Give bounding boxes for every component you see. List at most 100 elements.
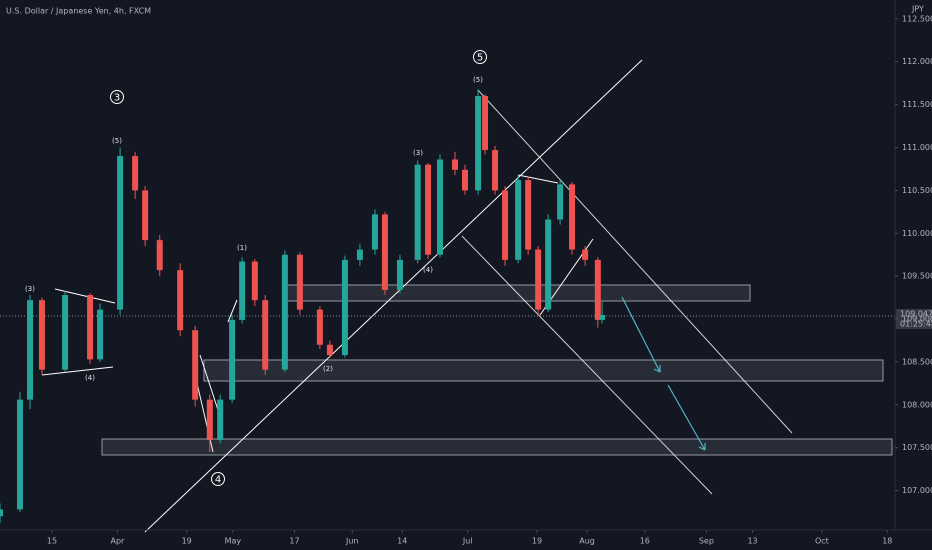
x-tick-label: 17 <box>289 537 299 546</box>
price-label-box <box>896 309 932 329</box>
zone <box>203 359 884 382</box>
circle-label: 4 <box>215 475 221 486</box>
candle-body <box>482 96 489 151</box>
candle-body <box>326 344 333 356</box>
x-tick-label: Jun <box>345 537 359 546</box>
candle-body <box>414 164 421 260</box>
x-tick-label: 16 <box>640 537 650 546</box>
y-tick-label: 112.000 <box>902 57 932 66</box>
candle-body <box>515 180 522 260</box>
candle-body <box>599 314 606 320</box>
y-tick-label: 112.500 <box>902 14 932 23</box>
y-tick-label: 111.000 <box>902 143 932 152</box>
y-tick-label: 108.000 <box>902 400 932 409</box>
currency: JPY <box>911 5 924 14</box>
candle-body <box>356 249 363 260</box>
candle-body <box>569 184 576 250</box>
zone <box>101 438 893 456</box>
wave-label: (3) <box>413 149 423 157</box>
circle-label: 3 <box>114 93 120 104</box>
x-tick-label: Sep <box>699 537 714 546</box>
y-tick-label: 111.500 <box>902 100 932 109</box>
candle-body <box>436 159 443 255</box>
wedge-line <box>41 366 114 376</box>
candle-body <box>62 295 69 370</box>
candle-body <box>557 184 564 220</box>
candle-body <box>425 164 432 255</box>
candle-body <box>475 96 482 191</box>
x-tick-label: 19 <box>182 537 192 546</box>
candles <box>0 89 606 524</box>
drawings <box>0 59 895 533</box>
y-tick-label: 107.500 <box>902 443 932 452</box>
candle-body <box>381 214 388 290</box>
x-tick-label: Jul <box>462 537 473 546</box>
candle-body <box>229 319 236 400</box>
y-tick-label: 109.000 <box>902 315 932 324</box>
candle-body <box>341 259 348 356</box>
candle-body <box>239 261 246 320</box>
candle-body <box>206 399 213 440</box>
candle-body <box>535 249 542 310</box>
x-tick-label: 14 <box>397 537 407 546</box>
candle-body <box>0 509 3 517</box>
arrow-head <box>698 443 706 451</box>
candle-body <box>296 254 303 310</box>
arrow-head <box>653 365 661 373</box>
candle-body <box>17 399 24 510</box>
candle-body <box>452 159 459 170</box>
candle-body <box>582 249 589 260</box>
candle-body <box>97 309 104 360</box>
circle-label: 5 <box>477 53 483 64</box>
wave-circle <box>211 472 225 486</box>
y-tick-label: 108.500 <box>902 357 932 366</box>
arrow <box>621 296 661 373</box>
channel-line <box>477 89 793 434</box>
candle-body <box>192 330 199 400</box>
x-tick-label: 13 <box>747 537 757 546</box>
wedge-line <box>199 354 219 411</box>
y-tick-label: 109.500 <box>902 272 932 281</box>
candle-body <box>156 240 163 271</box>
x-tick-label: 15 <box>47 537 57 546</box>
candle-body <box>545 219 552 310</box>
candle-body <box>142 190 149 241</box>
wave-label: (1) <box>237 244 247 252</box>
candle-body <box>251 261 258 301</box>
wedge-line <box>227 299 238 323</box>
zone <box>286 284 751 302</box>
wave-label: (4) <box>85 374 95 382</box>
candle-body <box>462 169 469 191</box>
wave-label: (5) <box>112 137 122 145</box>
wave-label: (3) <box>25 285 35 293</box>
candle-body <box>87 295 94 360</box>
chart-title: U.S. Dollar / Japanese Yen, 4h, FXCM <box>6 7 151 16</box>
candle-body <box>371 214 378 250</box>
candle-body <box>525 180 532 250</box>
candle-body <box>281 254 288 370</box>
x-tick-label: 19 <box>532 537 542 546</box>
x-tick-label: Oct <box>815 537 829 546</box>
x-tick-label: Aug <box>579 537 595 546</box>
candle-body <box>396 259 403 290</box>
candle-body <box>38 300 45 370</box>
candle-body <box>262 300 269 370</box>
candle-body <box>594 259 601 320</box>
candle-body <box>316 309 323 345</box>
last-price: 109.047 <box>900 310 932 319</box>
trend-line <box>144 59 643 533</box>
wave-circle <box>110 90 124 104</box>
candle-body <box>502 190 509 260</box>
wave-label: (2) <box>323 365 333 373</box>
wave-circle <box>473 50 487 64</box>
candle-body <box>27 300 34 400</box>
arrow <box>667 384 706 451</box>
candle-body <box>217 399 224 440</box>
candle-body <box>132 156 139 191</box>
x-tick-label: May <box>225 537 242 546</box>
x-tick-label: 18 <box>882 537 892 546</box>
countdown: 01:25:48 <box>900 320 932 329</box>
